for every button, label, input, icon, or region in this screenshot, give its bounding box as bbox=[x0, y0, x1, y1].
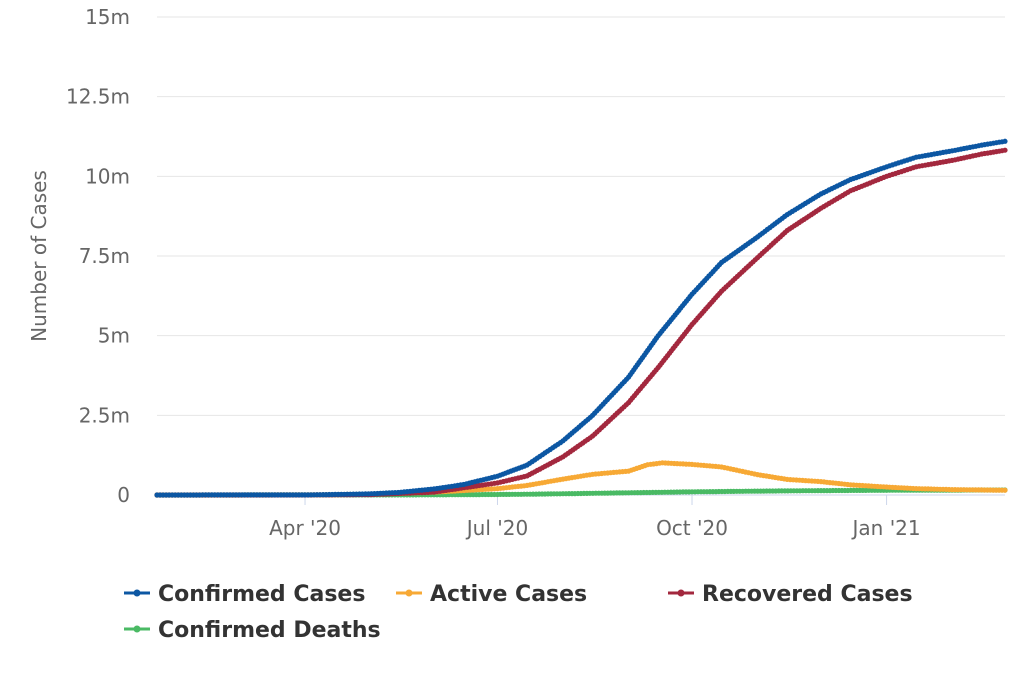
legend-label: Recovered Cases bbox=[702, 582, 913, 607]
data-point[interactable] bbox=[1002, 138, 1008, 144]
y-tick-label: 2.5m bbox=[79, 403, 130, 427]
legend-swatch-marker bbox=[133, 589, 141, 597]
y-tick-label: 15m bbox=[85, 5, 130, 29]
y-tick-label: 12.5m bbox=[66, 85, 130, 109]
data-point[interactable] bbox=[1002, 147, 1008, 153]
x-tick-label: Jul '20 bbox=[465, 516, 528, 540]
series-recovered-cases[interactable] bbox=[154, 147, 1008, 498]
series-layer bbox=[154, 138, 1008, 498]
y-axis-title: Number of Cases bbox=[27, 170, 51, 342]
legend-label: Active Cases bbox=[430, 582, 587, 607]
x-axis: Apr '20 Jul '20 Oct '20 Jan '21 bbox=[157, 494, 1005, 540]
x-tick-label: Oct '20 bbox=[656, 516, 728, 540]
legend-swatch-marker bbox=[405, 589, 413, 597]
legend-swatch-marker bbox=[133, 625, 141, 633]
x-tick-label: Jan '21 bbox=[851, 516, 921, 540]
legend-item[interactable]: Active Cases bbox=[396, 582, 587, 607]
legend: Confirmed Cases Active Cases Recovered Cas… bbox=[124, 582, 913, 643]
grid-lines bbox=[157, 16, 1005, 416]
y-tick-label: 5m bbox=[98, 324, 130, 348]
y-tick-label: 10m bbox=[85, 164, 130, 188]
legend-item[interactable]: Confirmed Deaths bbox=[124, 618, 381, 643]
legend-item[interactable]: Recovered Cases bbox=[668, 582, 913, 607]
legend-item[interactable]: Confirmed Cases bbox=[124, 582, 365, 607]
legend-label: Confirmed Cases bbox=[158, 582, 365, 607]
data-point[interactable] bbox=[1002, 487, 1008, 493]
legend-swatch-marker bbox=[677, 589, 685, 597]
y-tick-label: 0 bbox=[117, 483, 130, 507]
legend-label: Confirmed Deaths bbox=[158, 618, 381, 643]
y-tick-label: 7.5m bbox=[79, 244, 130, 268]
series-confirmed-cases[interactable] bbox=[154, 138, 1008, 498]
y-axis-ticks: 0 2.5m 5m 7.5m 10m 12.5m 15m bbox=[66, 5, 130, 507]
x-tick-label: Apr '20 bbox=[269, 516, 341, 540]
